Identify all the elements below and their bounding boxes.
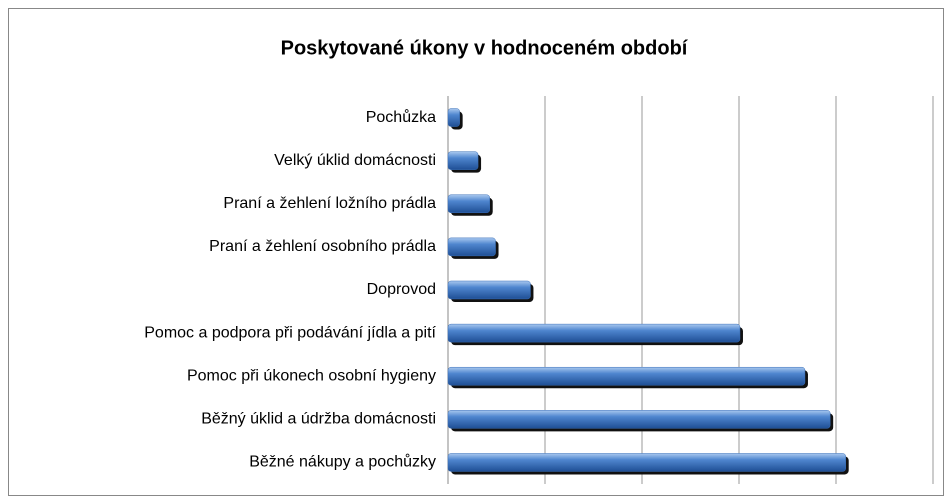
y-tick-label: Praní a žehlení ložního prádla	[223, 195, 436, 212]
bar	[447, 151, 479, 170]
bar	[447, 323, 741, 343]
y-tick-label: Pomoc a podpora při podávání jídla a pit…	[144, 324, 436, 341]
bar	[447, 410, 831, 429]
bar	[447, 108, 460, 127]
y-tick-label: Pochůzka	[366, 108, 436, 126]
chart-title: Poskytované úkony v hodnoceném období	[281, 37, 689, 59]
bar	[447, 280, 531, 300]
y-tick-label: Běžný úklid a údržba domácnosti	[201, 411, 436, 428]
bar	[447, 237, 496, 257]
bar	[447, 453, 846, 472]
y-tick-label: Velký úklid domácnosti	[274, 152, 436, 169]
y-tick-label: Běžné nákupy a pochůzky	[249, 453, 436, 471]
y-tick-label: Praní a žehlení osobního prádla	[209, 238, 436, 255]
y-tick-label: Doprovod	[367, 281, 436, 298]
bar	[447, 366, 806, 386]
y-tick-label: Pomoc při úkonech osobní hygieny	[187, 367, 436, 384]
bar	[447, 194, 490, 214]
